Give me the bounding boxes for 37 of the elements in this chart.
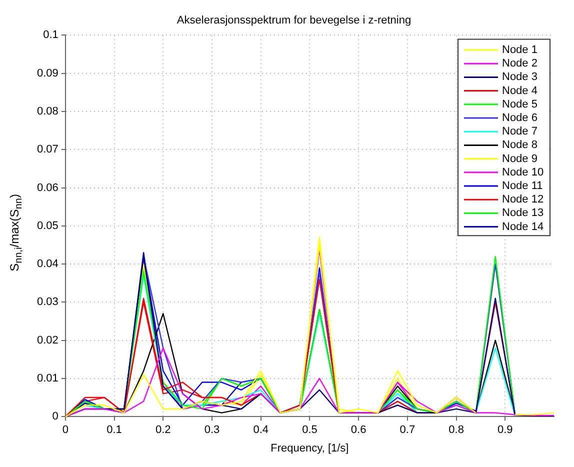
x-tick-label: 0.8 (448, 424, 464, 436)
y-tick-label: 0.02 (36, 334, 58, 346)
legend-label: Node 13 (502, 207, 544, 220)
y-tick-label: 0.01 (36, 372, 58, 384)
x-tick-label: 0.6 (350, 424, 366, 436)
legend-label: Node 1 (502, 44, 538, 56)
legend-label: Node 14 (502, 220, 544, 233)
legend-label: Node 9 (502, 152, 538, 165)
legend-label: Node 6 (502, 112, 538, 124)
x-tick-label: 0.5 (302, 424, 318, 436)
x-tick-label: 0.7 (400, 424, 416, 436)
legend-label: Node 10 (502, 166, 544, 178)
legend-label: Node 12 (502, 194, 544, 206)
x-tick-label: 0.1 (106, 424, 122, 436)
y-tick-label: 0.1 (43, 29, 58, 42)
x-tick-label: 0.9 (497, 424, 513, 436)
y-tick-label: 0 (52, 410, 58, 423)
legend-label: Node 5 (502, 98, 538, 110)
legend-label: Node 11 (502, 180, 543, 192)
y-tick-label: 0.09 (36, 67, 58, 80)
legend-label: Node 3 (502, 71, 538, 84)
legend-label: Node 2 (502, 58, 538, 70)
x-axis-title: Frequency, [1/s] (270, 442, 349, 454)
y-tick-label: 0.04 (36, 258, 58, 270)
chart-title: Akselerasjonsspektrum for bevegelse i z-retning (176, 14, 412, 27)
x-tick-label: 0.2 (155, 424, 171, 436)
y-tick-label: 0.08 (36, 106, 58, 118)
legend-label: Node 7 (502, 126, 538, 138)
y-tick-label: 0.07 (36, 144, 58, 156)
x-tick-label: 0 (62, 424, 68, 436)
y-tick-label: 0.06 (36, 182, 58, 194)
y-tick-label: 0.03 (36, 296, 58, 308)
legend-label: Node 8 (502, 139, 538, 152)
y-tick-label: 0.05 (36, 220, 58, 232)
legend-label: Node 4 (502, 84, 538, 97)
x-tick-label: 0.4 (253, 424, 268, 436)
x-tick-label: 0.3 (204, 424, 220, 436)
